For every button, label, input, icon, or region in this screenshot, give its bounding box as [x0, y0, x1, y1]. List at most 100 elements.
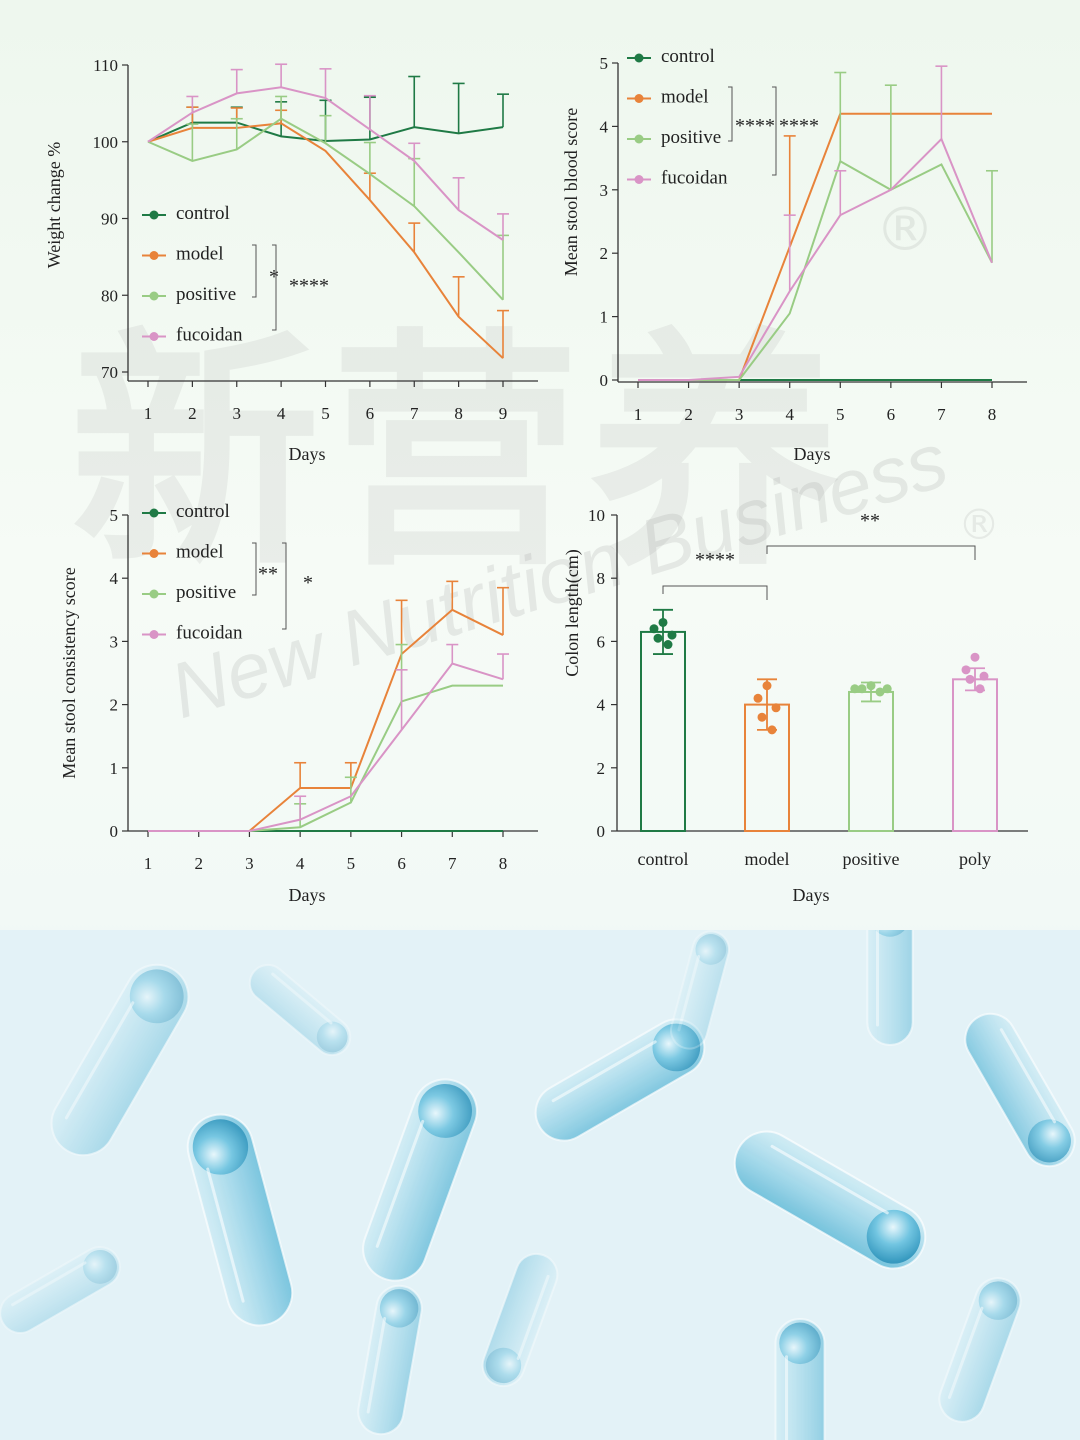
bacterium-highlight — [516, 1274, 550, 1361]
bacterium-cap — [316, 1021, 348, 1053]
blood-legend-marker-fucoidan — [634, 175, 644, 184]
weight-significance-label: **** — [289, 275, 329, 297]
blood-x-tick-label: 1 — [634, 405, 643, 424]
blood-legend-label-control: control — [661, 46, 715, 67]
consistency-y-tick-label: 3 — [110, 632, 119, 651]
blood-legend-marker-control — [634, 53, 644, 63]
colon-point-model — [767, 725, 777, 735]
bacterium — [938, 1277, 1022, 1423]
bacterium-highlight — [271, 972, 333, 1025]
weight-x-tick-label: 8 — [454, 404, 463, 423]
colon-y-tick-label: 4 — [597, 696, 606, 715]
blood-x-tick-label: 5 — [836, 405, 845, 424]
consistency-legend-label-model: model — [176, 542, 224, 563]
consistency-x-tick-label: 3 — [245, 854, 254, 873]
colon-point-positive — [875, 687, 885, 697]
weight-legend-label-fucoidan: fucoidan — [176, 325, 243, 346]
colon-chart: 0 2 4 6 8 10 Colon length(cm) Days control model p… — [562, 506, 1028, 905]
colon-point-poly — [965, 674, 975, 684]
bacterium-cap — [779, 1322, 821, 1365]
colon-point-positive — [866, 681, 876, 691]
bacterium — [669, 930, 731, 1050]
bacterium — [362, 1078, 478, 1282]
colon-bar-poly — [952, 678, 998, 832]
bacterium — [964, 1012, 1076, 1168]
bacterium — [357, 1284, 423, 1436]
weight-legend-marker-fucoidan — [149, 332, 159, 341]
colon-y-tick-label: 10 — [588, 506, 605, 525]
colon-point-model — [762, 681, 772, 691]
weight-significance-bracket — [252, 244, 257, 298]
bacterium-cap — [129, 969, 184, 1024]
bacterium-cap — [1027, 1119, 1071, 1163]
blood-x-tick-label: 3 — [735, 405, 744, 424]
blood-significance-label: **** — [779, 115, 819, 137]
consistency-series-fucoidan — [148, 662, 504, 832]
bacterium — [186, 1113, 294, 1327]
weight-legend-label-positive: positive — [176, 284, 236, 305]
blood-chart: 0 1 2 3 4 5 1 2 3 4 5 6 7 8 Days Mean stool blood score… — [561, 46, 1027, 464]
weight-y-tick-label: 110 — [93, 56, 118, 75]
weight-legend-label-model: model — [176, 244, 224, 265]
colon-y-tick-label: 2 — [597, 759, 606, 778]
weight-legend-marker-model — [149, 251, 159, 260]
colon-x-axis-label: Days — [793, 885, 830, 905]
bacterium — [50, 963, 190, 1157]
colon-point-positive — [882, 684, 892, 694]
bacterium — [248, 963, 352, 1057]
consistency-x-tick-label: 4 — [296, 854, 305, 873]
blood-x-tick-label: 6 — [887, 405, 896, 424]
colon-point-poly — [979, 671, 989, 681]
blood-x-tick-label: 7 — [937, 405, 946, 424]
weight-x-tick-label: 4 — [277, 404, 286, 423]
bacterium — [534, 1018, 706, 1142]
bacteria-illustration — [0, 930, 1080, 1440]
weight-series-model — [147, 122, 504, 359]
colon-point-model — [753, 693, 763, 703]
consistency-x-tick-label: 7 — [448, 854, 457, 873]
colon-point-control — [653, 633, 663, 643]
weight-x-tick-label: 6 — [366, 404, 375, 423]
colon-y-axis-label: Colon length(cm) — [562, 549, 583, 676]
colon-point-model — [771, 703, 781, 713]
bacterium-highlight — [551, 1040, 657, 1103]
colon-category-label-control: control — [638, 849, 689, 869]
bacterium-highlight — [366, 1316, 387, 1414]
colon-point-poly — [961, 665, 971, 675]
blood-significance-label: **** — [735, 115, 775, 137]
blood-series-positive — [638, 159, 993, 381]
blood-legend-marker-positive — [634, 134, 644, 144]
colon-significance-label: **** — [695, 549, 735, 571]
colon-point-positive — [857, 684, 867, 694]
blood-legend-label-model: model — [661, 87, 709, 108]
weight-y-tick-label: 80 — [101, 286, 118, 305]
colon-bar-control — [640, 630, 686, 832]
weight-significance-label: * — [269, 266, 279, 288]
colon-point-model — [757, 712, 767, 722]
blood-x-tick-label: 2 — [684, 405, 693, 424]
weight-legend-marker-positive — [149, 291, 159, 301]
blood-x-tick-label: 4 — [785, 405, 794, 424]
colon-point-control — [663, 640, 673, 650]
bacterium — [0, 1246, 121, 1334]
consistency-series-positive — [148, 684, 503, 832]
bacterium-cap — [695, 934, 727, 965]
weight-significance-bracket — [272, 244, 277, 331]
colon-y-tick-label: 6 — [597, 632, 606, 651]
colon-category-label-poly: poly — [959, 849, 991, 869]
colon-category-label-model: model — [745, 849, 790, 869]
weight-x-tick-label: 2 — [188, 404, 197, 423]
consistency-legend-marker-fucoidan — [149, 630, 159, 639]
consistency-x-tick-label: 1 — [144, 854, 153, 873]
bacterium-cap — [418, 1084, 473, 1138]
bacterium-highlight — [947, 1306, 984, 1399]
weight-y-tick-label: 100 — [93, 133, 119, 152]
colon-significance-bracket — [766, 545, 976, 560]
blood-series-fucoidan — [638, 137, 993, 381]
blood-legend-label-fucoidan: fucoidan — [661, 168, 728, 189]
blood-legend-label-positive: positive — [661, 127, 721, 148]
consistency-legend-marker-control — [149, 508, 159, 518]
consistency-x-tick-label: 8 — [499, 854, 508, 873]
consistency-x-tick-label: 2 — [194, 854, 203, 873]
consistency-x-tick-label: 5 — [347, 854, 356, 873]
